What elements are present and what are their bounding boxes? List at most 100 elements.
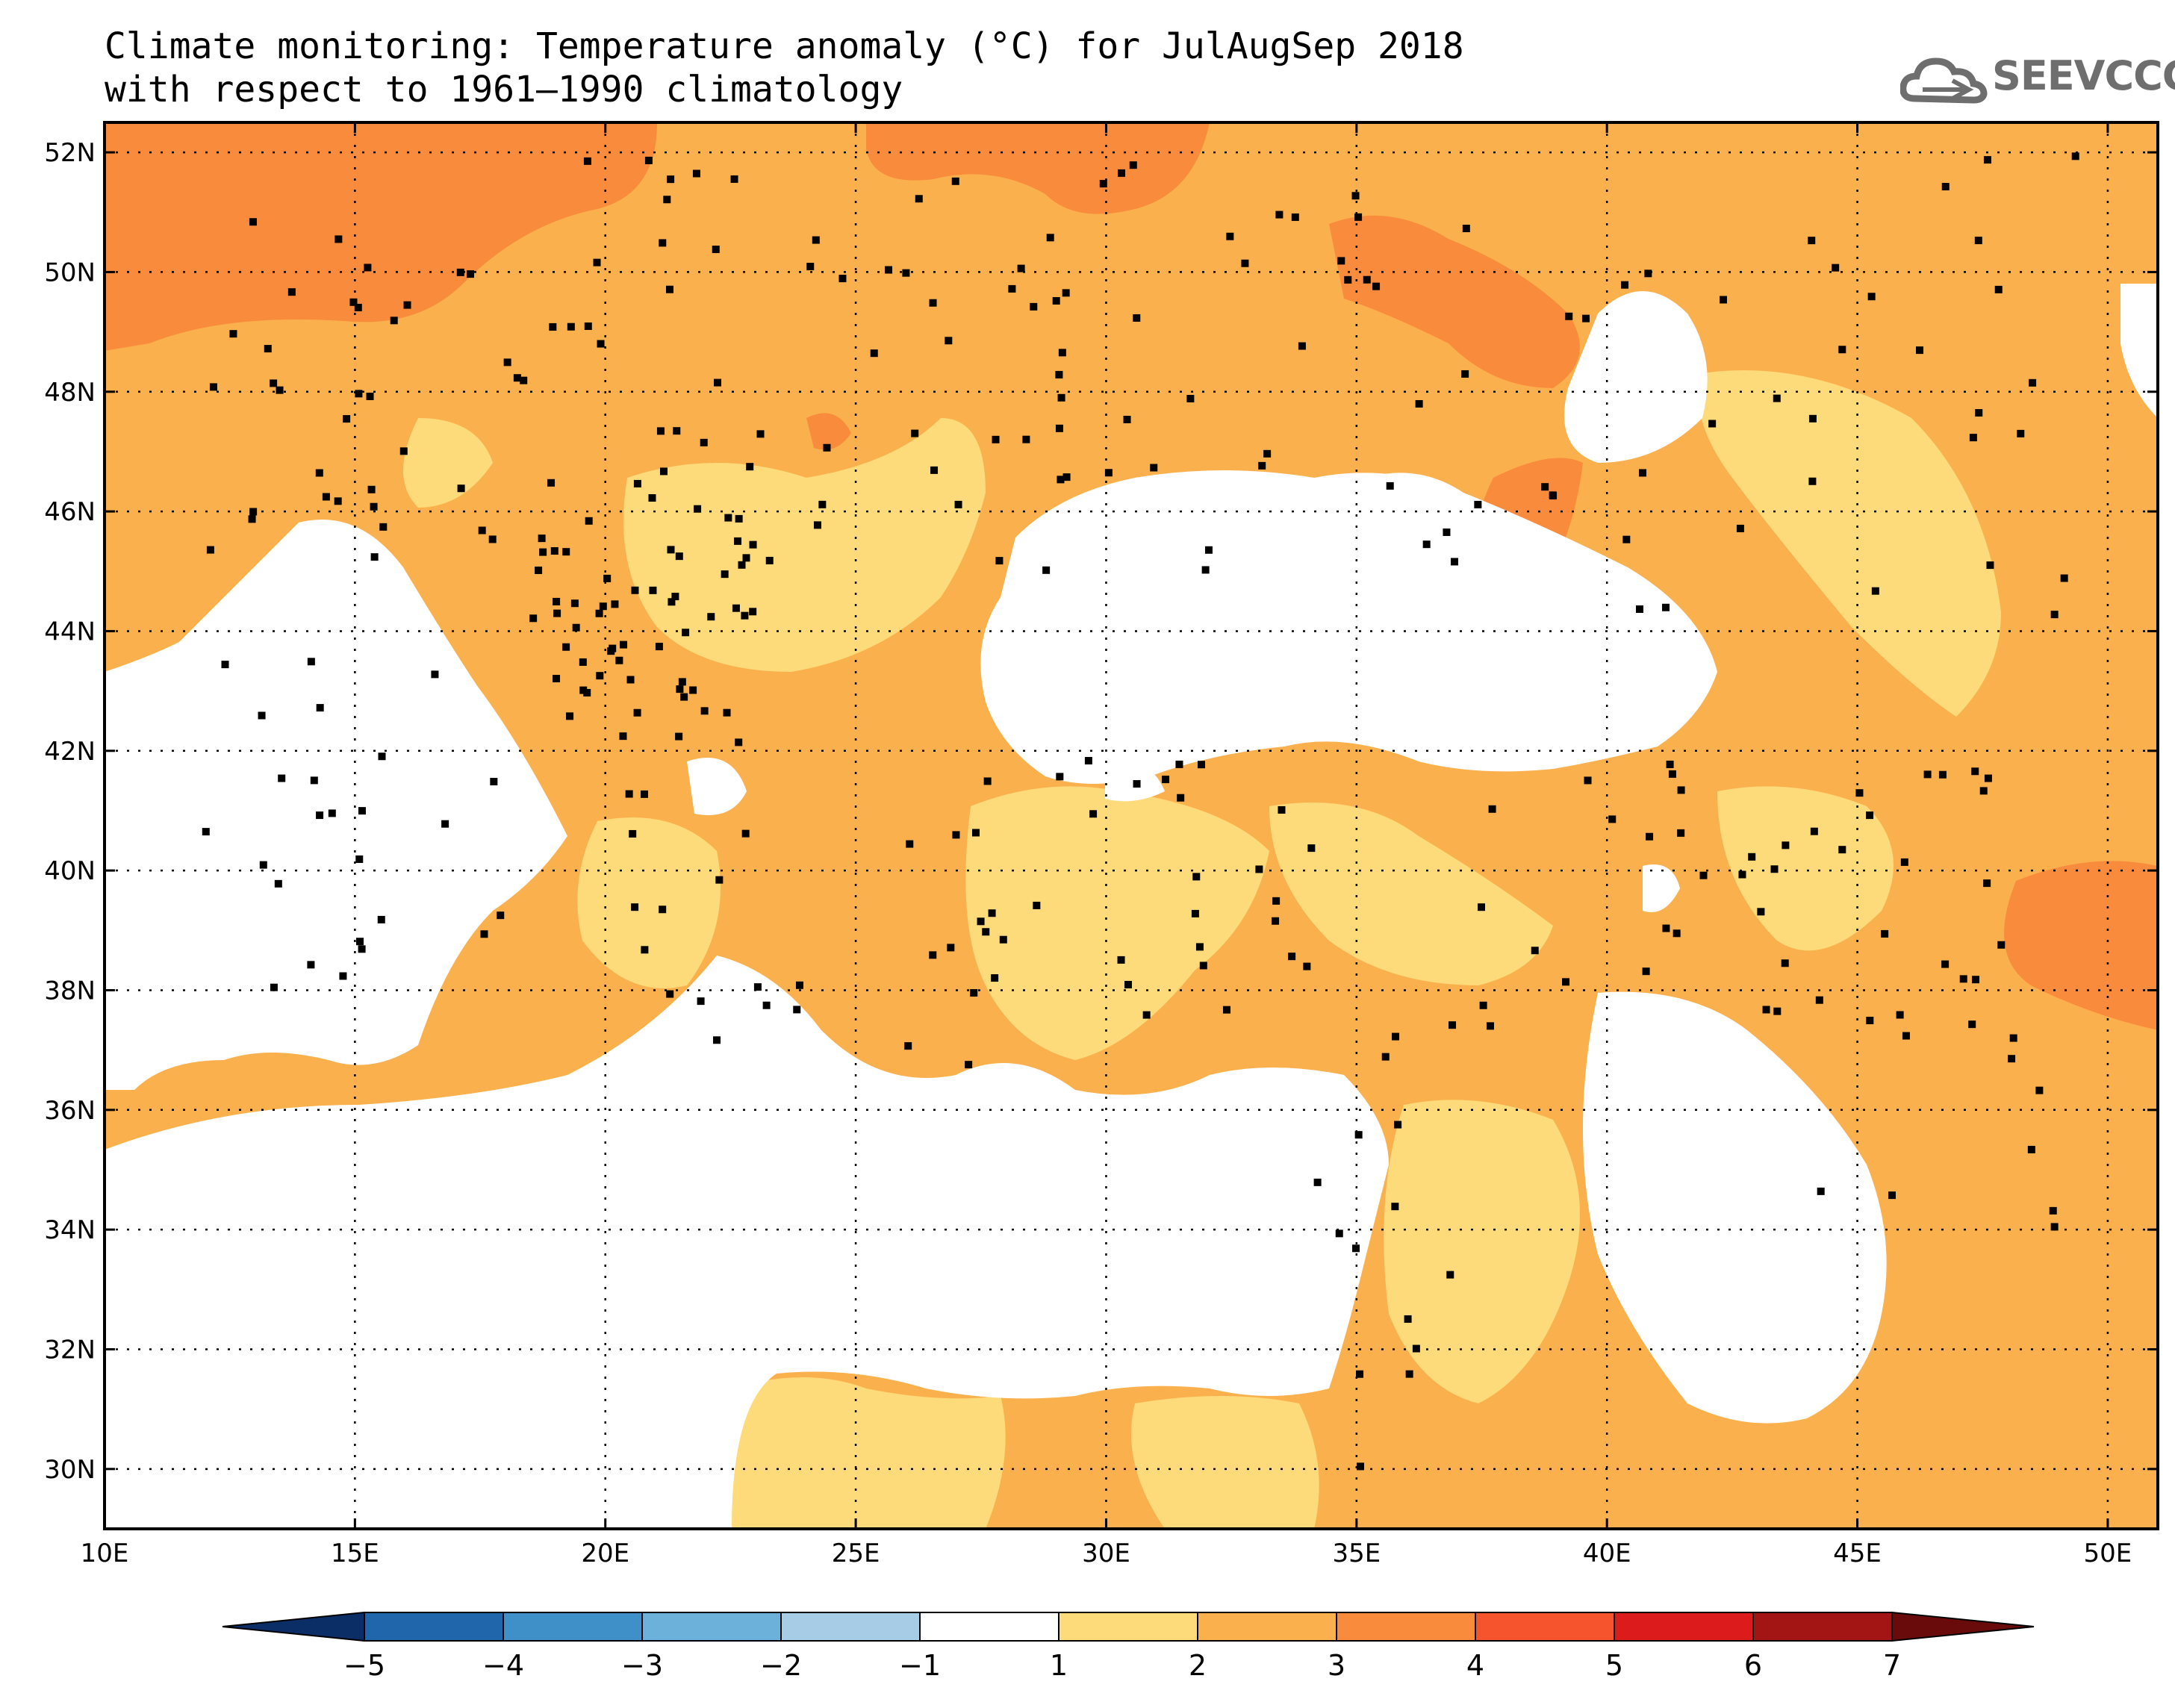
station-marker xyxy=(1584,776,1592,785)
station-marker xyxy=(583,157,591,165)
station-marker xyxy=(1959,975,1967,983)
station-marker xyxy=(1017,264,1025,272)
station-marker xyxy=(1084,757,1092,765)
station-marker xyxy=(270,983,278,991)
station-marker xyxy=(1381,1053,1390,1061)
map-title-line2: with respect to 1961–1990 climatology xyxy=(105,69,903,110)
station-marker xyxy=(795,981,803,989)
station-marker xyxy=(355,855,364,863)
station-marker xyxy=(1278,805,1286,814)
station-marker xyxy=(675,732,683,741)
colorbar-label: 4 xyxy=(1466,1649,1484,1682)
station-marker xyxy=(806,263,815,271)
station-marker xyxy=(209,383,217,391)
station-marker xyxy=(1902,1032,1910,1040)
colorbar: −5 −4 −3 −2 −1 1 2 3 4 5 6 7 xyxy=(222,1611,2035,1682)
station-marker xyxy=(715,876,724,884)
station-marker xyxy=(567,322,575,331)
station-marker xyxy=(1386,481,1394,490)
station-marker xyxy=(1275,211,1283,219)
station-marker xyxy=(1303,962,1311,970)
station-marker xyxy=(954,500,962,508)
station-marker xyxy=(364,264,372,272)
station-marker xyxy=(1639,469,1647,477)
lon-tick-label: 15E xyxy=(331,1539,379,1568)
station-marker xyxy=(1621,281,1629,289)
station-marker xyxy=(1394,1121,1402,1129)
station-marker xyxy=(562,548,570,556)
station-marker xyxy=(349,298,358,306)
station-marker xyxy=(553,609,561,617)
station-marker xyxy=(335,235,343,243)
colorbar-segment xyxy=(919,1612,1060,1642)
station-marker xyxy=(713,1036,721,1044)
colorbar-segment xyxy=(641,1612,782,1642)
station-marker xyxy=(1162,776,1170,784)
station-marker xyxy=(735,738,743,747)
lat-tick-label: 52N xyxy=(44,138,96,168)
colorbar-label: −4 xyxy=(482,1649,524,1682)
station-marker xyxy=(1272,917,1280,925)
station-marker xyxy=(929,951,937,959)
station-marker xyxy=(762,1001,771,1009)
station-marker xyxy=(206,546,214,554)
station-marker xyxy=(947,944,955,952)
station-marker xyxy=(1356,1462,1364,1471)
station-marker xyxy=(2071,152,2079,160)
lat-tick-label: 30N xyxy=(44,1455,96,1485)
station-marker xyxy=(1969,434,1977,442)
station-marker xyxy=(1449,1021,1457,1029)
station-marker xyxy=(1736,524,1744,532)
mediterranean-sea-area xyxy=(105,956,1389,1529)
map-title-line1: Climate monitoring: Temperature anomaly … xyxy=(105,25,1464,67)
station-marker xyxy=(1405,1370,1413,1378)
station-marker xyxy=(667,546,675,554)
station-marker xyxy=(377,915,385,923)
station-marker xyxy=(673,427,681,435)
station-marker xyxy=(566,712,574,720)
station-marker xyxy=(1392,1032,1400,1041)
station-marker xyxy=(971,829,980,837)
station-marker xyxy=(278,774,286,782)
station-marker xyxy=(1255,865,1263,873)
station-marker xyxy=(1030,302,1038,311)
station-marker xyxy=(1052,296,1060,305)
station-marker xyxy=(659,906,667,914)
station-marker xyxy=(1372,282,1381,290)
station-marker xyxy=(615,656,623,664)
station-marker xyxy=(1363,275,1371,284)
no-data-area xyxy=(687,758,747,815)
station-marker xyxy=(595,609,603,617)
colorbar-segment xyxy=(1752,1612,1893,1642)
station-marker xyxy=(666,990,674,998)
station-marker xyxy=(259,861,267,869)
station-marker xyxy=(562,643,570,651)
lat-tick-label: 36N xyxy=(44,1096,96,1126)
station-marker xyxy=(221,661,229,669)
station-marker xyxy=(1581,314,1590,322)
station-marker xyxy=(202,828,210,836)
station-marker xyxy=(818,500,827,508)
colorbar-label: 6 xyxy=(1744,1649,1762,1682)
station-marker xyxy=(316,704,324,712)
station-marker xyxy=(378,752,386,761)
station-marker xyxy=(1541,483,1549,491)
station-marker xyxy=(982,928,990,936)
station-marker xyxy=(480,930,488,938)
station-marker xyxy=(549,322,557,331)
station-marker xyxy=(1867,293,1876,301)
station-marker xyxy=(633,708,641,717)
station-marker xyxy=(749,608,757,616)
station-marker xyxy=(1986,561,1994,570)
station-marker xyxy=(603,574,612,582)
station-marker xyxy=(1461,370,1469,378)
station-marker xyxy=(1549,492,1558,500)
station-marker xyxy=(1677,829,1685,837)
station-marker xyxy=(2017,429,2025,437)
station-marker xyxy=(1055,370,1063,378)
station-marker xyxy=(1699,871,1708,879)
station-marker xyxy=(741,611,749,620)
lat-tick-label: 42N xyxy=(44,737,96,767)
station-marker xyxy=(1720,296,1728,304)
station-marker xyxy=(1099,180,1107,188)
